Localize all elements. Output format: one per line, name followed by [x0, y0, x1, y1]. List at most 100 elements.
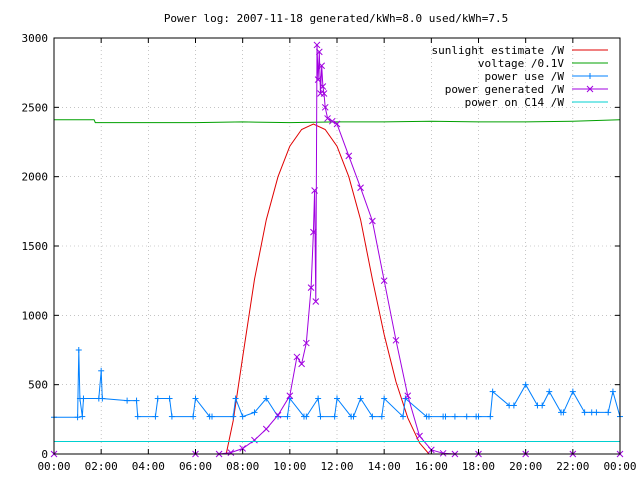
data-point	[593, 409, 600, 416]
data-point	[560, 409, 567, 416]
data-point	[350, 413, 357, 420]
x-tick-label: 02:00	[85, 460, 118, 473]
data-point	[357, 184, 364, 192]
data-point	[124, 397, 131, 404]
x-tick-label: 14:00	[368, 460, 401, 473]
data-point	[312, 298, 320, 305]
data-point	[522, 381, 529, 388]
y-tick-label: 0	[41, 448, 48, 461]
x-tick-label: 12:00	[320, 460, 353, 473]
data-point	[74, 414, 81, 421]
data-point	[475, 413, 482, 420]
x-axis: 00:00 02:00 04:00 06:00 08:00 10:00 12:00 14:00…	[37, 38, 637, 473]
data-point	[284, 413, 291, 420]
data-point	[609, 388, 616, 395]
data-point	[192, 395, 199, 402]
data-point	[152, 413, 159, 420]
data-point	[380, 277, 388, 285]
series-line-3	[54, 349, 621, 418]
data-point	[569, 388, 576, 395]
series-layer	[50, 41, 624, 458]
legend-label-2: voltage /0.1V	[478, 57, 564, 70]
legend-marker	[587, 73, 593, 79]
y-axis: 0 500 1000 1500 2000 2500 3000	[22, 32, 620, 461]
y-tick-label: 3000	[22, 32, 49, 45]
data-point	[539, 402, 546, 409]
legend-marker	[586, 85, 594, 93]
data-point	[315, 395, 322, 402]
data-point	[79, 413, 86, 420]
legend-label-4: power generated /W	[445, 83, 565, 96]
data-point	[99, 395, 106, 402]
data-point	[404, 392, 412, 400]
x-tick-label: 16:00	[415, 460, 448, 473]
data-point	[311, 187, 318, 194]
data-point	[307, 284, 315, 291]
data-point	[134, 413, 141, 420]
data-point	[320, 90, 328, 97]
x-tick-label: 10:00	[273, 460, 306, 473]
data-point	[510, 402, 517, 409]
x-tick-label: 00:00	[37, 460, 70, 473]
x-tick-label: 08:00	[226, 460, 259, 473]
data-point	[317, 413, 324, 420]
data-point	[442, 413, 449, 420]
legend-label-1: sunlight estimate /W	[432, 44, 565, 57]
chart-title: Power log: 2007-11-18 generated/kWh=8.0 …	[164, 12, 508, 25]
data-point	[313, 41, 321, 49]
data-point	[232, 395, 239, 402]
y-tick-label: 2000	[22, 171, 49, 184]
data-point	[381, 395, 388, 402]
data-point	[357, 395, 364, 402]
data-point	[328, 117, 336, 125]
legend-label-5: power on C14 /W	[465, 96, 565, 109]
data-point	[392, 336, 400, 344]
y-tick-label: 2500	[22, 101, 49, 114]
data-point	[581, 409, 588, 416]
data-point	[605, 409, 612, 416]
data-point	[439, 449, 447, 457]
y-tick-label: 500	[28, 379, 48, 392]
data-point	[321, 103, 329, 111]
series-line-2	[54, 119, 621, 124]
data-point	[315, 48, 323, 56]
data-point	[230, 413, 237, 420]
data-point	[263, 395, 270, 402]
x-tick-label: 04:00	[132, 460, 165, 473]
data-point	[487, 413, 494, 420]
data-point	[324, 115, 331, 122]
data-point	[489, 388, 496, 395]
grid	[54, 38, 620, 454]
data-point	[98, 367, 105, 374]
data-point	[302, 339, 310, 347]
x-tick-label: 00:00	[603, 460, 636, 473]
data-point	[190, 413, 197, 420]
data-point	[262, 425, 270, 433]
series-line-1	[225, 123, 430, 455]
data-point	[334, 395, 340, 402]
data-point	[209, 413, 216, 420]
data-point	[331, 413, 338, 420]
data-point	[274, 411, 282, 419]
data-point	[319, 83, 327, 90]
x-tick-label: 06:00	[179, 460, 212, 473]
data-point	[227, 449, 235, 456]
data-point	[166, 395, 173, 402]
y-tick-label: 1000	[22, 309, 49, 322]
data-point	[251, 436, 258, 444]
data-point	[293, 353, 301, 361]
data-point	[333, 120, 341, 128]
data-point	[369, 217, 376, 225]
data-point	[345, 152, 353, 160]
data-point	[133, 397, 140, 404]
x-tick-label: 22:00	[556, 460, 589, 473]
data-point	[463, 413, 470, 420]
data-point	[318, 62, 326, 70]
data-point	[75, 347, 82, 353]
data-point	[314, 76, 322, 83]
data-point	[298, 360, 305, 368]
y-tick-label: 1500	[22, 240, 49, 253]
data-point	[451, 413, 458, 420]
